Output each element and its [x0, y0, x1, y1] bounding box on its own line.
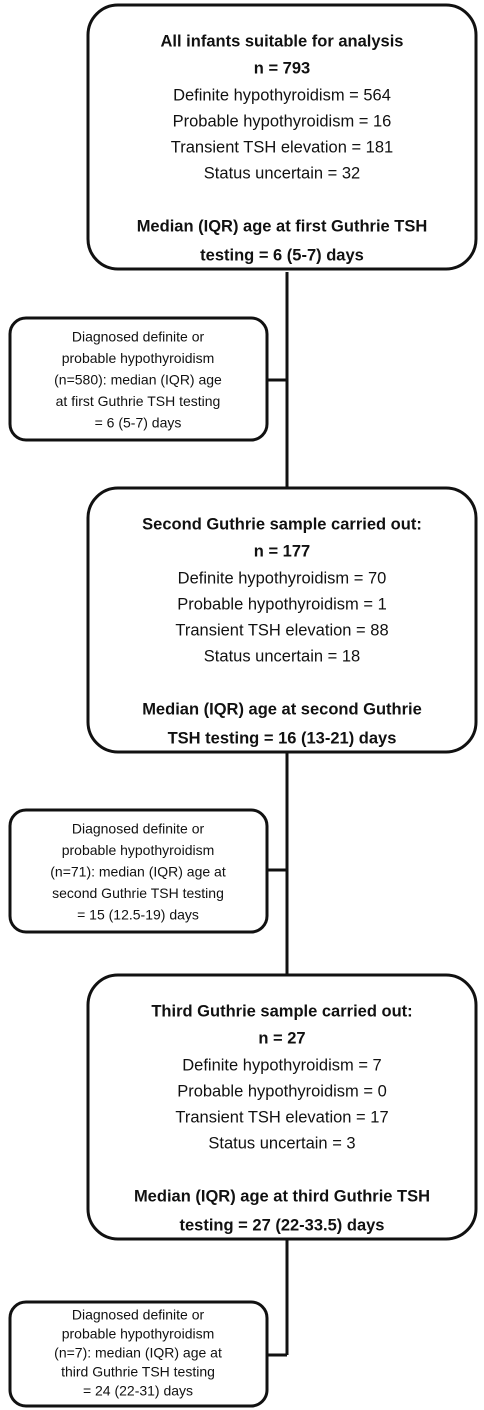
side-line: probable hypothyroidism [62, 842, 215, 858]
side-line: Diagnosed definite or [72, 329, 205, 345]
box-footer: TSH testing = 16 (13-21) days [168, 729, 397, 747]
side-line: third Guthrie TSH testing [61, 1364, 215, 1380]
main-box [86, 3, 478, 271]
box-heading: n = 27 [258, 1029, 305, 1047]
side-line: at first Guthrie TSH testing [56, 393, 221, 409]
side-line: = 24 (22-31) days [83, 1383, 193, 1399]
side-box [8, 808, 269, 934]
box-item: Definite hypothyroidism = 7 [182, 1056, 381, 1074]
side-line: Diagnosed definite or [72, 1307, 205, 1323]
box-footer: Median (IQR) age at third Guthrie TSH [134, 1187, 430, 1205]
box-item: Status uncertain = 3 [208, 1134, 355, 1152]
box-item: Probable hypothyroidism = 0 [177, 1082, 387, 1100]
side-line: = 15 (12.5-19) days [77, 907, 199, 923]
box-heading: Second Guthrie sample carried out: [142, 515, 422, 533]
side-line: (n=7): median (IQR) age at [54, 1345, 222, 1361]
box-heading: All infants suitable for analysis [161, 32, 404, 50]
box-footer: testing = 6 (5-7) days [200, 246, 364, 264]
main-box [86, 973, 478, 1241]
box-footer: testing = 27 (22-33.5) days [180, 1216, 385, 1234]
box-item: Transient TSH elevation = 181 [171, 138, 393, 156]
side-line: (n=71): median (IQR) age at [50, 864, 226, 880]
side-line: (n=580): median (IQR) age [54, 372, 222, 388]
side-line: second Guthrie TSH testing [52, 885, 224, 901]
box-item: Status uncertain = 18 [204, 647, 360, 665]
box-item: Transient TSH elevation = 17 [175, 1108, 388, 1126]
main-box [86, 486, 478, 754]
box-footer: Median (IQR) age at second Guthrie [142, 700, 422, 718]
side-line: Diagnosed definite or [72, 821, 205, 837]
side-line: probable hypothyroidism [62, 1326, 215, 1342]
box-item: Transient TSH elevation = 88 [175, 621, 388, 639]
side-line: = 6 (5-7) days [95, 415, 182, 431]
box-item: Probable hypothyroidism = 1 [177, 595, 387, 613]
side-line: probable hypothyroidism [62, 350, 215, 366]
box-item: Definite hypothyroidism = 564 [173, 86, 391, 104]
box-heading: n = 177 [254, 542, 310, 560]
box-item: Probable hypothyroidism = 16 [173, 112, 392, 130]
box-heading: Third Guthrie sample carried out: [151, 1002, 412, 1020]
box-item: Definite hypothyroidism = 70 [178, 569, 387, 587]
side-box [8, 316, 269, 442]
box-heading: n = 793 [254, 59, 310, 77]
box-item: Status uncertain = 32 [204, 164, 360, 182]
side-box [8, 1300, 269, 1408]
box-footer: Median (IQR) age at first Guthrie TSH [137, 217, 428, 235]
